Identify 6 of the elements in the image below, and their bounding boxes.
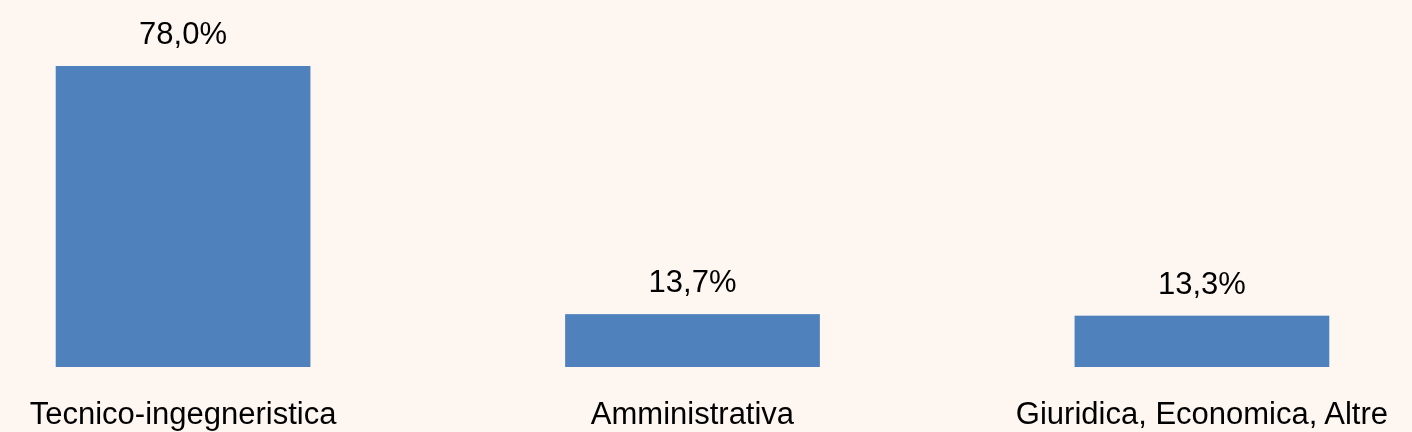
- data-label: 13,7%: [648, 264, 737, 300]
- data-label: 78,0%: [139, 16, 228, 51]
- x-tick-label: Giuridica, Economica, Altre: [1015, 396, 1389, 431]
- x-tick-label: Amministrativa: [590, 396, 795, 431]
- x-tick-label: Tecnico-ingegneristica: [29, 396, 338, 431]
- data-label: 13,3%: [1157, 265, 1246, 301]
